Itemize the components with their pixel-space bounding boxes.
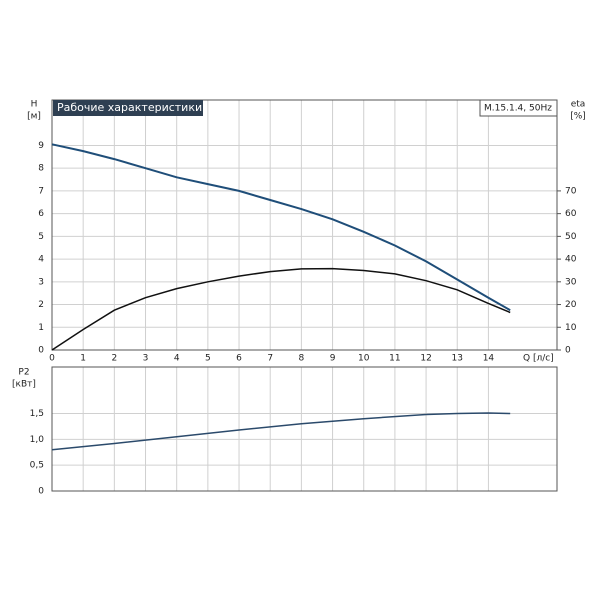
x-tick-label: 4 (174, 354, 180, 364)
y2-tick-label: 50 (565, 232, 577, 242)
chart-subtitle: M.15.1.4, 50Hz (484, 104, 552, 114)
y2-tick-label: 40 (565, 255, 577, 265)
x-tick-label: 7 (267, 354, 273, 364)
chart-title: Рабочие характеристики (57, 101, 202, 114)
y2-tick-label: 70 (565, 186, 577, 196)
plot-frame (51, 99, 558, 351)
x-tick-label: 8 (299, 354, 305, 364)
y-tick-label: 7 (38, 186, 44, 196)
y-tick-label: 1,5 (30, 409, 44, 419)
series-line (51, 267, 511, 351)
y2-tick-label: 60 (565, 209, 577, 219)
y-tick-label: 6 (38, 209, 44, 219)
x-tick-label: 5 (205, 354, 211, 364)
y-tick-label: 3 (38, 277, 44, 287)
y2-tick-label: 0 (565, 346, 571, 356)
x-tick-label: 11 (389, 354, 400, 364)
y2-axis-unit: [%] (570, 112, 586, 122)
x-tick-label: 2 (111, 354, 117, 364)
x-tick-label: 10 (358, 354, 370, 364)
y-axis-unit: [кВт] (12, 380, 36, 390)
y-axis-unit: [м] (27, 112, 41, 122)
y-tick-label: 0,5 (30, 461, 44, 471)
x-tick-label: 9 (330, 354, 336, 364)
y-tick-label: 1 (38, 323, 44, 333)
y-tick-label: 1,0 (30, 435, 45, 445)
x-tick-label: 14 (483, 354, 495, 364)
title-box (53, 100, 203, 116)
series-line (51, 412, 511, 451)
y-tick-label: 2 (38, 300, 44, 310)
y-tick-label: 0 (38, 487, 44, 497)
y-tick-label: 8 (38, 164, 44, 174)
plot-frame (51, 366, 558, 492)
y2-tick-label: 30 (565, 277, 577, 287)
series-line (51, 143, 511, 312)
x-tick-label: 12 (420, 354, 431, 364)
y2-tick-label: 10 (565, 323, 577, 333)
x-tick-label: 6 (236, 354, 242, 364)
y-axis-label: P2 (18, 368, 29, 378)
y-tick-label: 5 (38, 232, 44, 242)
y2-tick-label: 20 (565, 300, 577, 310)
y2-axis-label: eta (571, 100, 586, 110)
x-axis-label: Q [л/с] (523, 354, 554, 364)
y-axis-label: H (31, 100, 38, 110)
x-tick-label: 13 (452, 354, 463, 364)
y-tick-label: 0 (38, 346, 44, 356)
y-tick-label: 4 (38, 255, 44, 265)
x-tick-label: 0 (49, 354, 55, 364)
x-tick-label: 1 (80, 354, 86, 364)
x-tick-label: 3 (143, 354, 149, 364)
y-tick-label: 9 (38, 141, 44, 151)
subtitle-box (479, 99, 558, 117)
